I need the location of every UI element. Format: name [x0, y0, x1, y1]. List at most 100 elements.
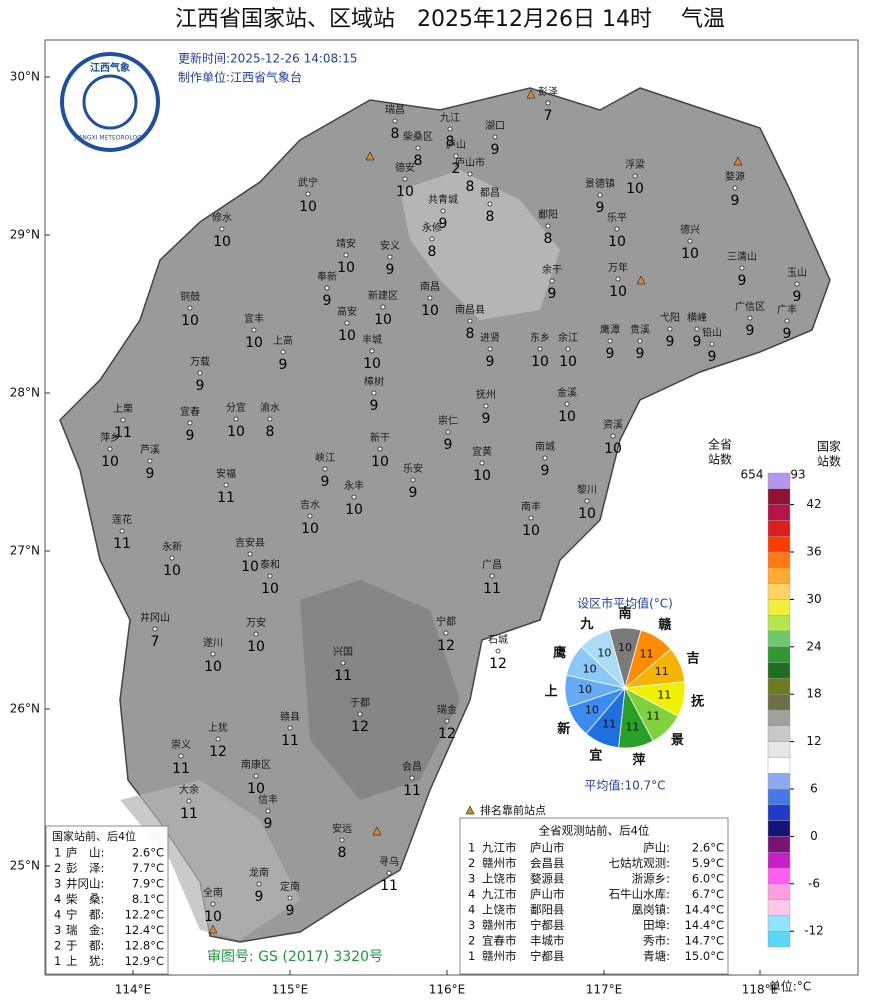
approval: 审图号: GS (2017) 3320号 [207, 949, 383, 965]
station-dot [487, 201, 493, 207]
national-table-cell: 宁 都: [66, 908, 104, 922]
station-name: 泰和 [260, 558, 280, 571]
station-dot [444, 718, 450, 724]
station-name: 德安 [395, 161, 415, 174]
colorbar-bin [767, 615, 791, 632]
producer: 制作单位:江西省气象台 [178, 70, 302, 85]
station-dot [169, 555, 175, 561]
station-dot [377, 446, 383, 452]
pie-title: 设区市平均值(°C) [577, 596, 673, 611]
station-dot [210, 651, 216, 657]
station-value: 10 [338, 328, 356, 344]
province-table-cell: 4 [468, 903, 475, 917]
station-dot [210, 901, 216, 907]
station-dot [607, 338, 613, 344]
pie-value: 11 [626, 720, 640, 733]
station-value: 9 [196, 378, 205, 394]
colorbar-bin [767, 804, 791, 821]
station-dot [186, 798, 192, 804]
station-name: 全南 [203, 886, 223, 899]
station-name: 寻乌 [379, 855, 399, 868]
national-table-title: 国家站前、后4位 [52, 829, 136, 843]
station-name: 景德镇 [585, 177, 615, 190]
colorbar-bin [767, 694, 791, 711]
station-dot [709, 341, 715, 347]
top-markers [208, 89, 743, 934]
national-table-cell: 4 [54, 892, 61, 906]
station-dot [322, 466, 328, 472]
province-table-cell: 1 [468, 841, 475, 855]
station-value: 12 [209, 744, 227, 760]
station-value: 10 [421, 303, 439, 319]
station-dot [219, 226, 225, 232]
station-value: 10 [247, 639, 265, 655]
province-table-cell: 宜春市 [482, 934, 517, 948]
station-value: 7 [544, 108, 553, 124]
station-dot [429, 236, 435, 242]
station-name: 彭泽 [538, 85, 558, 98]
pie-value: 10 [585, 703, 599, 716]
station-dot [545, 223, 551, 229]
station-name: 莲花 [112, 513, 132, 526]
province-table-cell: 丰城市 [530, 934, 565, 948]
pie-average: 平均值:10.7°C [584, 778, 665, 793]
station-name: 南昌 [420, 280, 440, 293]
station-dot [387, 254, 393, 260]
logo: 江西气象 JIANGXI METEOROLOGY [60, 52, 160, 152]
colorbar-bin [767, 788, 791, 806]
station-value: 10 [396, 184, 414, 200]
pie-value: 10 [578, 683, 592, 696]
station-name: 大余 [179, 783, 199, 796]
update-time: 更新时间:2025-12-26 14:08:15 [178, 51, 358, 66]
station-value: 10 [371, 454, 389, 470]
national-table-cell: 7.9°C [132, 877, 164, 891]
station-value: 9 [286, 903, 295, 919]
station-value: 9 [482, 411, 491, 427]
station-dot [267, 416, 273, 422]
colorbar-bin [767, 599, 791, 616]
station-dot [528, 515, 534, 521]
title: 江西省国家站、区域站 2025年12月26日 14时 气温 [175, 7, 725, 32]
station-name: 高安 [337, 305, 357, 318]
station-value: 10 [578, 506, 596, 522]
station-dot [549, 278, 555, 284]
province-table-cell: 3 [468, 872, 475, 886]
station-value: 9 [746, 323, 755, 339]
pie-category: 吉 [686, 651, 699, 666]
station-dot [343, 252, 349, 258]
colorbar-tick-label: 0 [810, 829, 818, 843]
station-name: 定南 [280, 880, 300, 893]
station-name: 万安 [246, 616, 266, 629]
station-value: 9 [321, 474, 330, 490]
station-value: 8 [486, 209, 495, 225]
station-name: 渝水 [260, 401, 280, 414]
station-value: 9 [541, 463, 550, 479]
station-value: 9 [783, 326, 792, 342]
province-table-cell: 浙源乡: [632, 872, 670, 886]
national-table-cell: 上 犹: [66, 954, 104, 968]
station-name: 信丰 [258, 793, 278, 806]
station-dot [371, 390, 377, 396]
national-table-cell: 3 [54, 923, 61, 937]
station-dot [340, 660, 346, 666]
cold-region [300, 580, 460, 800]
station-dot [287, 895, 293, 901]
station-name: 修水 [212, 211, 232, 224]
station-dot [564, 401, 570, 407]
station-value: 11 [217, 490, 235, 506]
station-value: 8 [466, 326, 475, 342]
station-name: 金溪 [557, 386, 577, 399]
pie-slice [580, 629, 626, 690]
pie-value: 10 [618, 641, 632, 654]
lon-label: 116°E [429, 983, 466, 997]
station-value: 11 [114, 425, 132, 441]
station-dot [215, 736, 221, 742]
station-name: 乐平 [607, 212, 627, 224]
station-dot [747, 315, 753, 321]
colorbar-tick-label: 36 [806, 545, 821, 559]
station-value: 10 [609, 284, 627, 300]
province-table-cell: 宁都县 [530, 949, 565, 963]
station-name: 余江 [558, 331, 578, 344]
station-name: 崇仁 [438, 415, 458, 427]
